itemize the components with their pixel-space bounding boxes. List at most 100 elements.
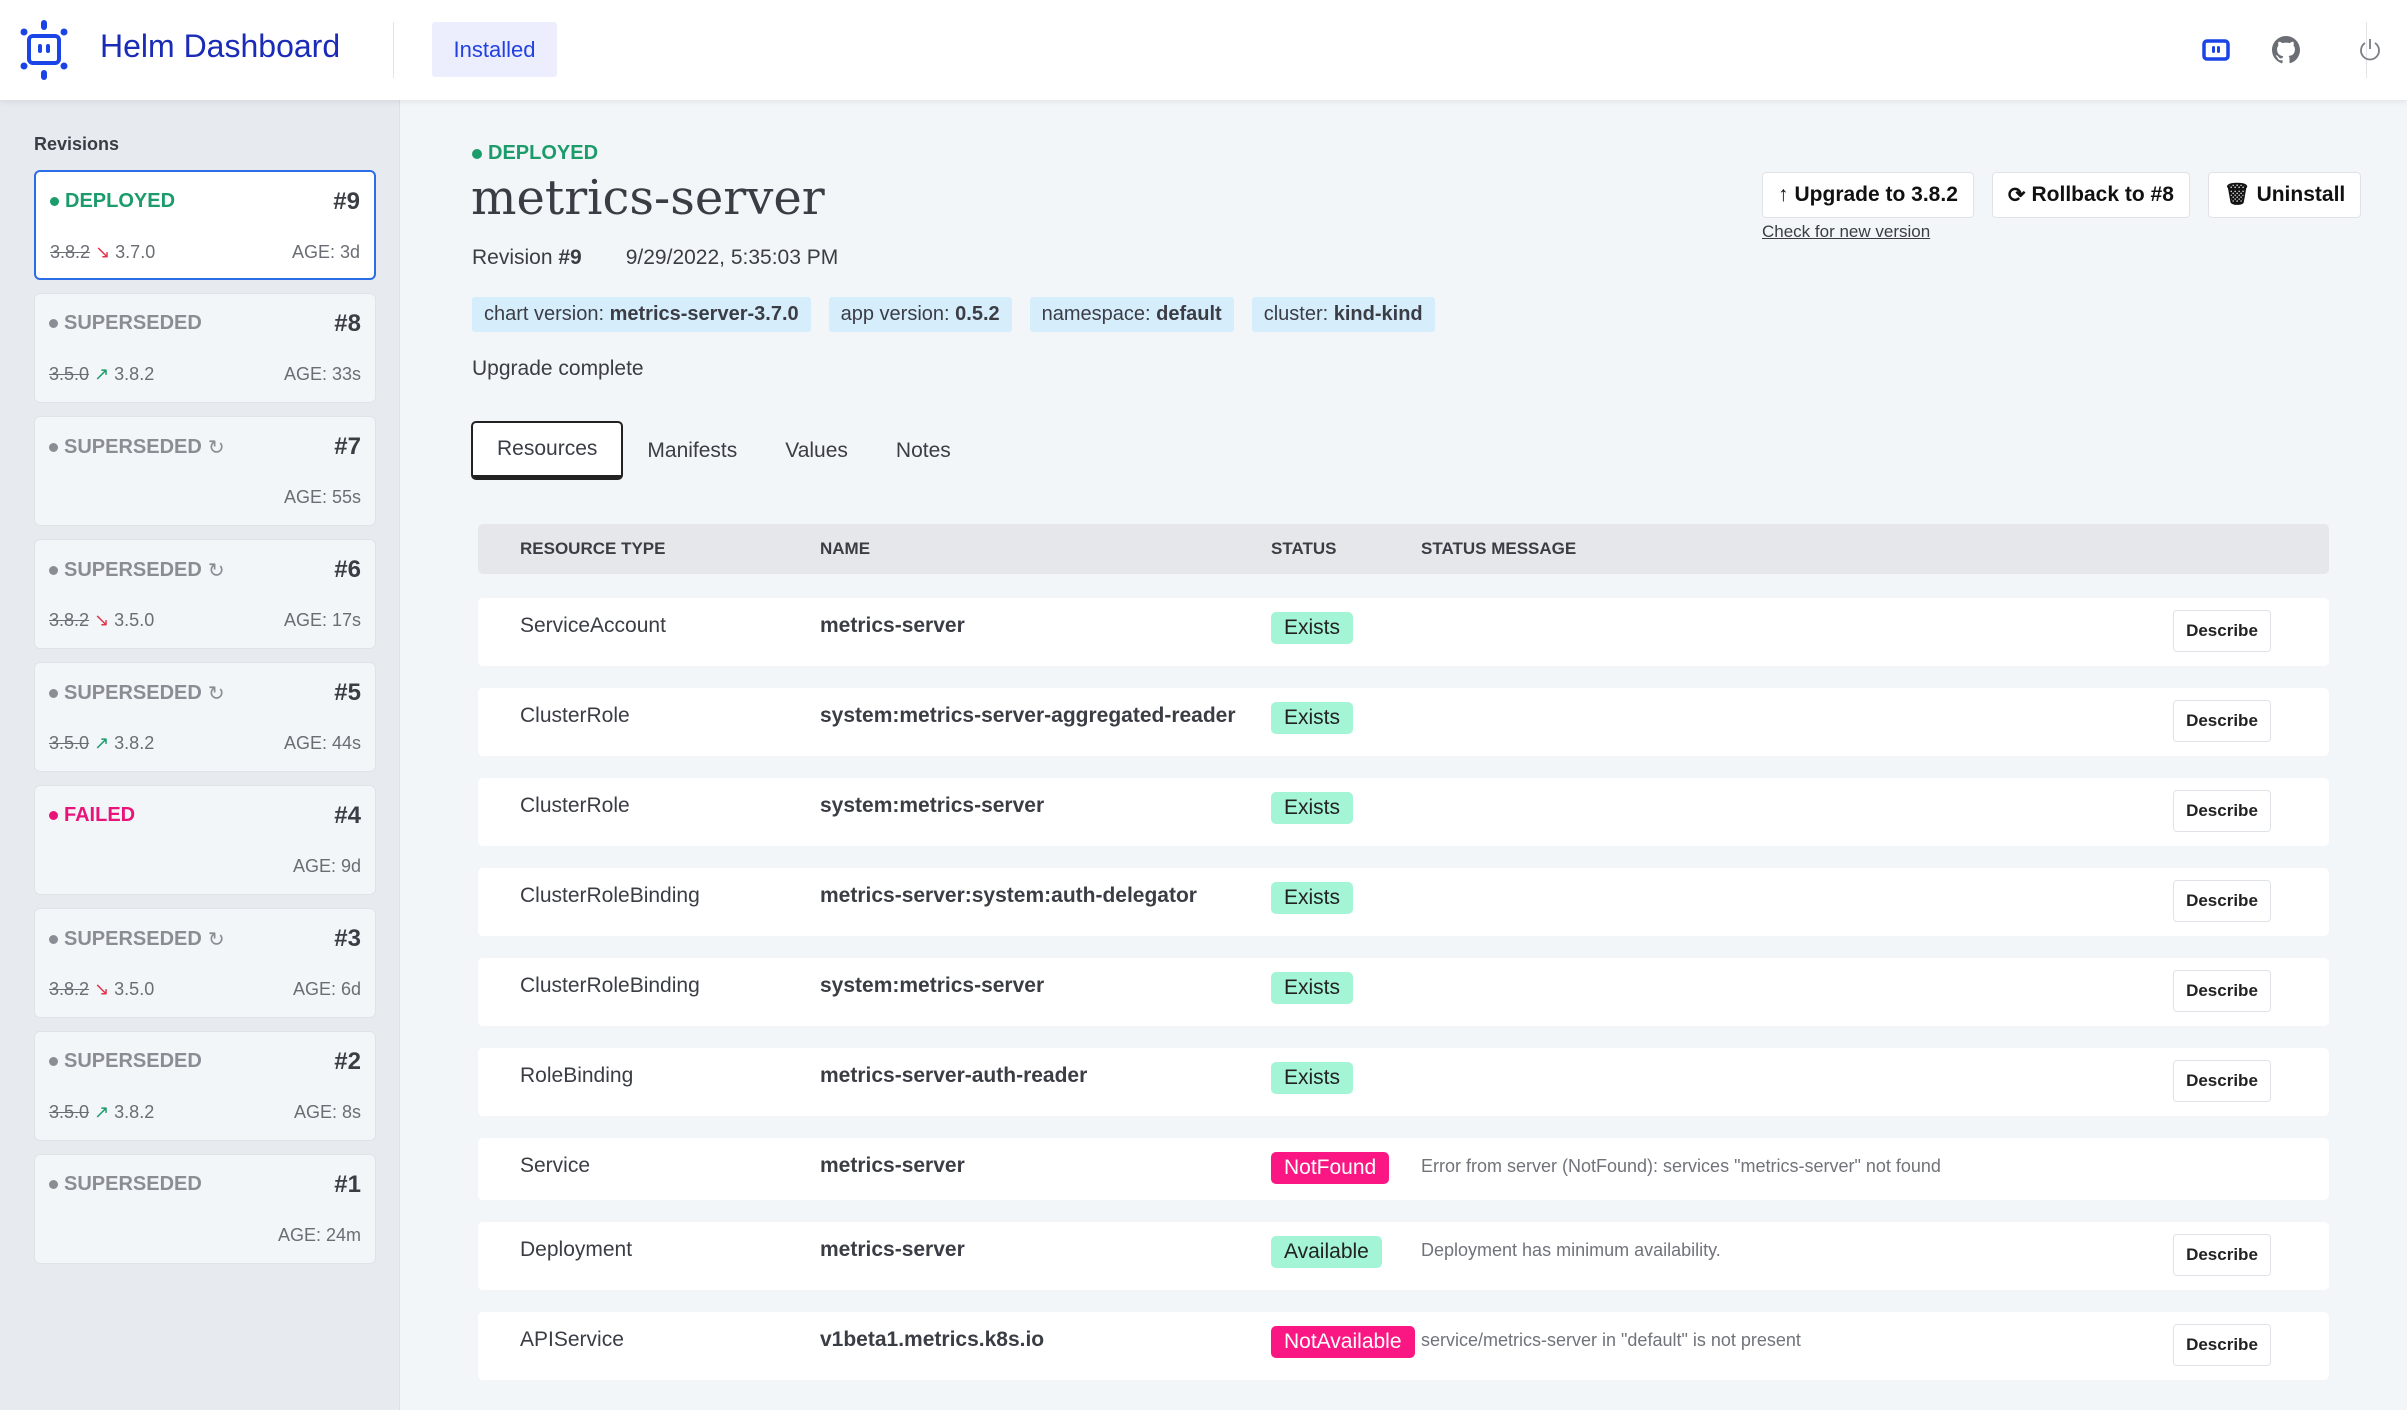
resource-type: RoleBinding [520,1064,634,1087]
app-title[interactable]: Helm Dashboard [100,28,341,64]
revision-number: #9 [333,188,360,215]
revision-card[interactable]: SUPERSEDED #2 3.5.0 ↗ 3.8.2 AGE: 8s [34,1031,376,1141]
refresh-icon: ↻ [207,683,225,705]
page-title: metrics-server [471,170,825,226]
status-dot-icon [50,197,59,206]
check-new-version-link[interactable]: Check for new version [1762,222,1931,241]
status-badge: Exists [1271,972,1354,1004]
github-icon[interactable] [2270,34,2302,66]
version-change: 3.8.2 ↘ 3.7.0 [50,242,155,263]
info-badge: app version: 0.5.2 [828,297,1012,332]
upgrade-button[interactable]: ↑ Upgrade to 3.8.2 [1762,172,1974,218]
info-badge: cluster: kind-kind [1251,297,1435,332]
version-change: 3.8.2 ↘ 3.5.0 [49,979,154,1000]
rollback-label: Rollback to #8 [2031,183,2174,206]
arrow-up-right-icon: ↗ [94,364,110,384]
revision-card[interactable]: SUPERSEDED ↻ #3 3.8.2 ↘ 3.5.0 AGE: 6d [34,908,376,1018]
table-header: RESOURCE TYPE NAME STATUS STATUS MESSAGE [478,524,2329,574]
resource-name: metrics-server-auth-reader [820,1064,1088,1087]
rollback-button[interactable]: ⟳ Rollback to #8 [1991,172,2190,218]
badge-value: metrics-server-3.7.0 [609,303,799,325]
status-message: service/metrics-server in "default" is n… [1421,1330,1801,1350]
status-dot-icon [49,443,58,452]
old-version: 3.5.0 [49,364,90,384]
revision-status-text: SUPERSEDED [64,312,202,334]
revision-card[interactable]: DEPLOYED #9 3.8.2 ↘ 3.7.0 AGE: 3d [34,170,376,280]
header-status-message: STATUS MESSAGE [1421,539,1577,558]
revision-status-text: SUPERSEDED [64,1173,202,1195]
release-message: Upgrade complete [472,357,644,380]
describe-button[interactable]: Describe [2173,790,2271,832]
describe-button[interactable]: Describe [2173,610,2271,652]
badge-value: kind-kind [1333,303,1423,325]
arrow-up-right-icon: ↗ [94,1102,110,1122]
arrow-down-right-icon: ↘ [94,610,110,630]
resource-type: Deployment [520,1238,633,1261]
badge-label: app version: [840,303,956,325]
revision-age: AGE: 44s [283,733,361,753]
revision-card[interactable]: SUPERSEDED #8 3.5.0 ↗ 3.8.2 AGE: 33s [34,293,376,403]
table-row: ClusterRole system:metrics-server-aggreg… [478,688,2329,756]
describe-button[interactable]: Describe [2173,880,2271,922]
tab-resources[interactable]: Resources [471,421,624,480]
new-version: 3.5.0 [114,610,155,630]
revision-card[interactable]: SUPERSEDED ↻ #7 AGE: 55s [34,416,376,526]
status-dot-icon [472,148,482,159]
revision-status-text: SUPERSEDED [64,1050,202,1072]
status-badge: Exists [1271,1062,1354,1094]
header-status: STATUS [1271,539,1337,558]
status-badge: Exists [1271,612,1354,644]
revision-card[interactable]: SUPERSEDED #1 AGE: 24m [34,1154,376,1264]
tab-values[interactable]: Values [785,438,848,462]
new-version: 3.7.0 [115,242,156,262]
helm-logo-icon[interactable] [18,18,70,82]
revision-card[interactable]: SUPERSEDED ↻ #5 3.5.0 ↗ 3.8.2 AGE: 44s [34,662,376,772]
resource-name: metrics-server [820,1238,965,1261]
revision-status-text: SUPERSEDED [64,682,202,704]
describe-button[interactable]: Describe [2173,1324,2271,1366]
resource-name: system:metrics-server [820,794,1045,817]
revision-age: AGE: 8s [293,1102,361,1122]
resource-type: ClusterRole [520,794,630,817]
status-badge: Available [1271,1236,1382,1268]
revision-age: AGE: 9d [292,856,361,876]
info-badge: namespace: default [1029,297,1234,332]
revision-card[interactable]: SUPERSEDED ↻ #6 3.8.2 ↘ 3.5.0 AGE: 17s [34,539,376,649]
describe-button[interactable]: Describe [2173,700,2271,742]
nav-installed[interactable]: Installed [432,22,557,77]
sidebar-title: Revisions [34,134,120,154]
info-badge: chart version: metrics-server-3.7.0 [472,297,811,332]
power-icon[interactable] [2354,34,2386,66]
status-text: DEPLOYED [488,142,599,164]
describe-button[interactable]: Describe [2173,1234,2271,1276]
version-change: 3.5.0 ↗ 3.8.2 [49,733,154,754]
revision-age: AGE: 33s [283,364,361,384]
revision-status: SUPERSEDED [49,1173,202,1196]
table-row: RoleBinding metrics-server-auth-reader E… [478,1048,2329,1116]
resource-type: ClusterRole [520,704,630,727]
revision-status-text: FAILED [64,804,136,826]
revision-status-text: DEPLOYED [65,190,176,212]
arrow-down-right-icon: ↘ [94,979,110,999]
table-row: ClusterRoleBinding system:metrics-server… [478,958,2329,1026]
status-message: Error from server (NotFound): services "… [1421,1156,1941,1176]
revision-card[interactable]: FAILED #4 AGE: 9d [34,785,376,895]
old-version: 3.8.2 [49,610,90,630]
tab-manifests[interactable]: Manifests [647,438,738,462]
status-dot-icon [49,1180,58,1189]
uninstall-button[interactable]: 🗑 Uninstall [2207,172,2362,218]
revision-age: AGE: 24m [277,1225,361,1245]
revision-status: SUPERSEDED ↻ [49,558,225,583]
describe-button[interactable]: Describe [2173,970,2271,1012]
rollback-icon: ⟳ [2007,183,2026,207]
revision-age: AGE: 3d [291,242,360,262]
version-change: 3.5.0 ↗ 3.8.2 [49,1102,154,1123]
refresh-icon: ↻ [207,929,225,951]
uninstall-label: Uninstall [2256,183,2346,206]
status-dot-icon [49,566,58,575]
revision-number: #4 [334,802,361,829]
tab-notes[interactable]: Notes [895,438,951,462]
describe-button[interactable]: Describe [2173,1060,2271,1102]
helm-dashboard-icon[interactable] [2200,34,2232,66]
revision-age: AGE: 17s [283,610,361,630]
